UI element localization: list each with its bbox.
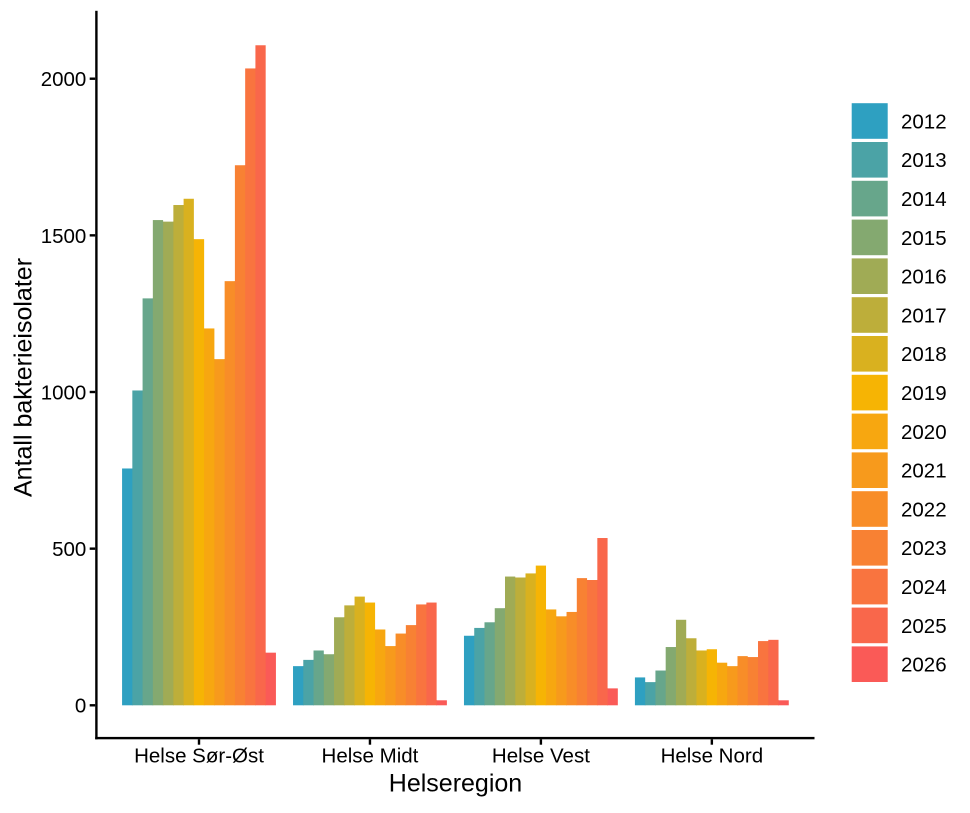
svg-text:Helse Nord: Helse Nord xyxy=(661,744,764,767)
svg-text:1500: 1500 xyxy=(41,225,87,248)
svg-text:Antall bakterieisolater: Antall bakterieisolater xyxy=(9,258,37,497)
svg-text:2026: 2026 xyxy=(901,654,947,677)
svg-text:2020: 2020 xyxy=(901,421,947,444)
svg-text:2013: 2013 xyxy=(901,149,947,172)
svg-text:2017: 2017 xyxy=(901,304,947,327)
svg-text:2012: 2012 xyxy=(901,110,947,133)
svg-text:2023: 2023 xyxy=(901,537,947,560)
svg-text:2018: 2018 xyxy=(901,343,947,366)
svg-text:2000: 2000 xyxy=(41,68,87,91)
svg-text:2014: 2014 xyxy=(901,188,947,211)
svg-text:2024: 2024 xyxy=(901,576,947,599)
svg-text:2019: 2019 xyxy=(901,382,947,405)
svg-text:Helse Vest: Helse Vest xyxy=(492,744,590,767)
svg-text:2022: 2022 xyxy=(901,498,947,521)
svg-text:2016: 2016 xyxy=(901,266,947,289)
svg-text:2021: 2021 xyxy=(901,460,947,483)
svg-text:Helse Sør-Øst: Helse Sør-Øst xyxy=(134,744,264,767)
svg-text:1000: 1000 xyxy=(41,381,87,404)
svg-text:2015: 2015 xyxy=(901,227,947,250)
svg-text:Helseregion: Helseregion xyxy=(389,770,522,798)
svg-text:Helse Midt: Helse Midt xyxy=(322,744,419,767)
svg-text:2025: 2025 xyxy=(901,615,947,638)
svg-text:500: 500 xyxy=(52,538,86,561)
svg-text:0: 0 xyxy=(75,695,86,718)
